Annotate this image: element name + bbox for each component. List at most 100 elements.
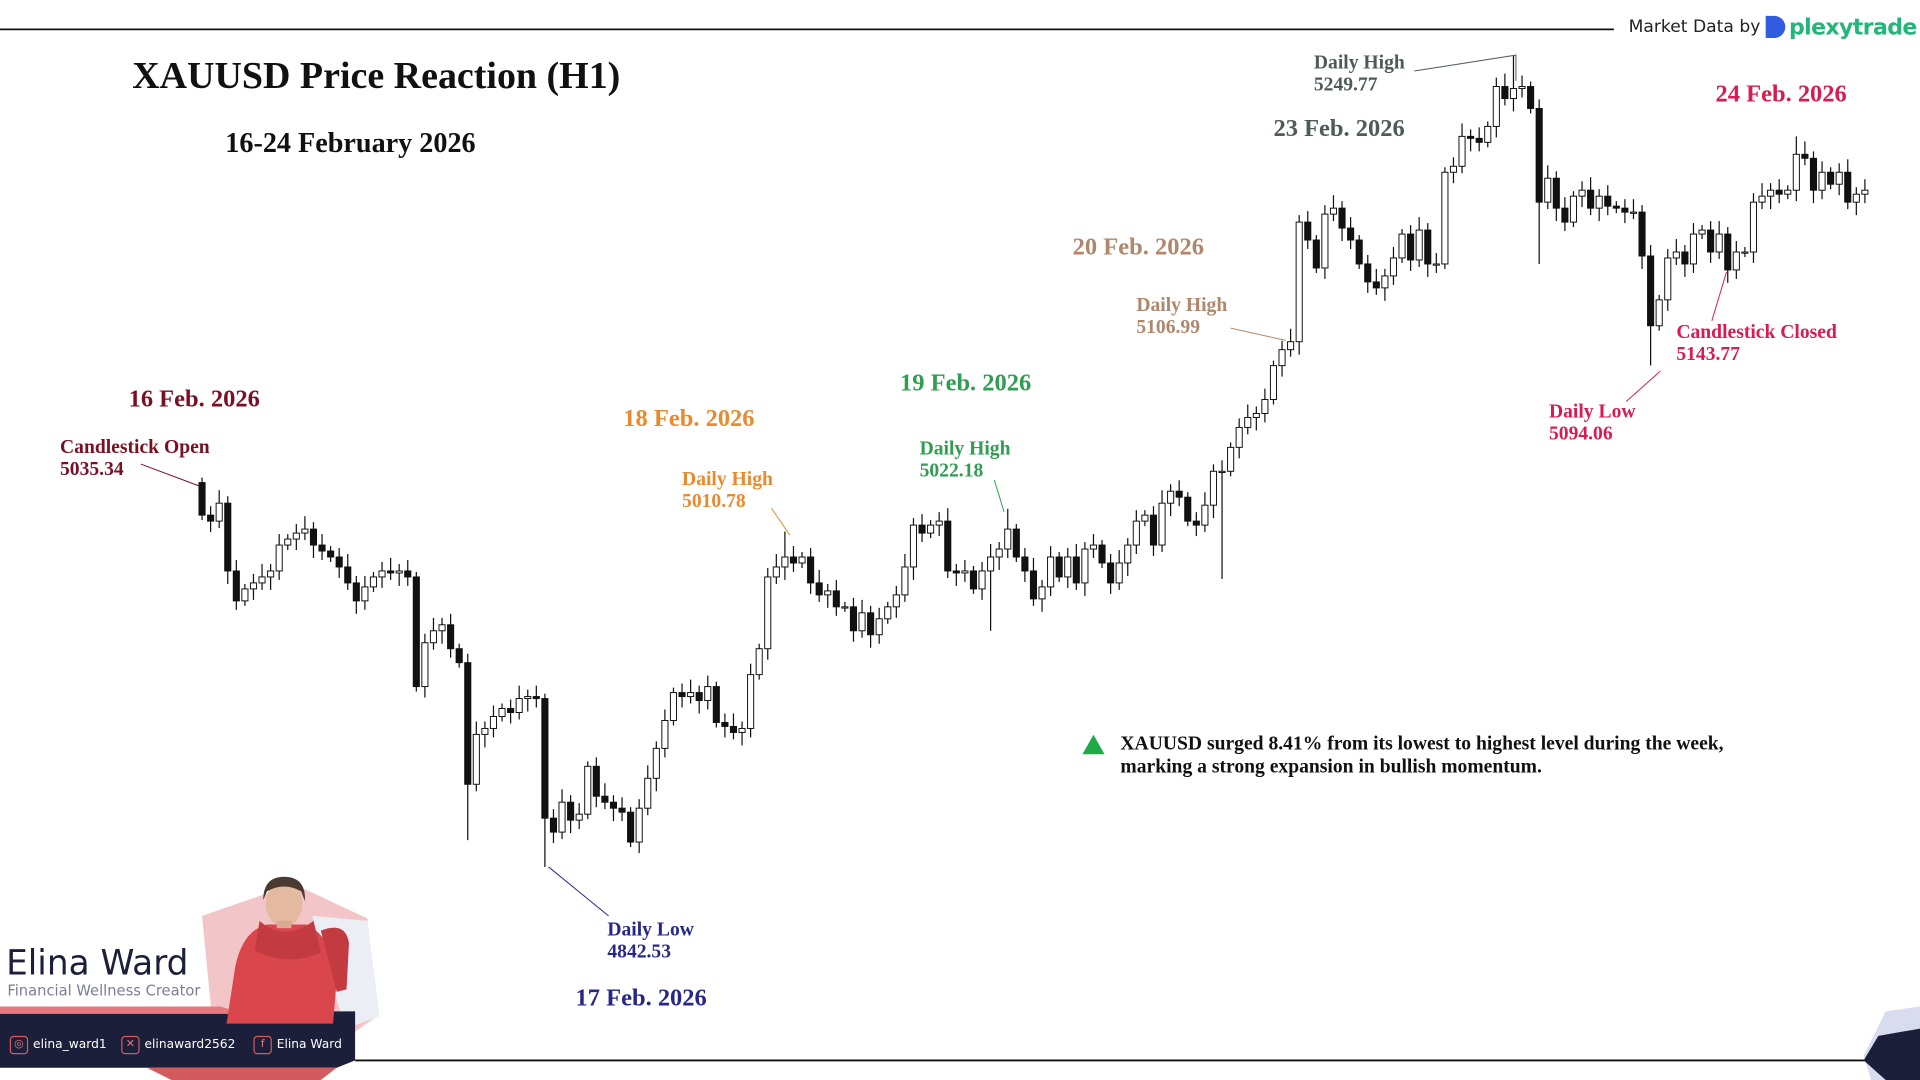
candle-bullish	[524, 696, 532, 700]
candle-bullish	[669, 692, 678, 721]
candle-bullish	[892, 594, 900, 608]
candle-bearish	[1175, 490, 1183, 498]
candle-bullish	[584, 765, 592, 815]
candle-bullish	[1252, 412, 1260, 418]
candle-bearish	[327, 550, 335, 558]
candles-group	[198, 55, 1869, 867]
candle-bullish	[909, 524, 918, 568]
candle-bullish	[1038, 586, 1046, 600]
candle-bullish	[481, 727, 489, 735]
candle-bullish	[824, 590, 832, 596]
annotation-low17: Daily Low 4842.53	[607, 919, 694, 963]
candle-bullish	[1261, 399, 1269, 414]
candle-bearish	[541, 698, 549, 819]
candle-bearish	[1621, 207, 1629, 213]
corner-decoration-dark	[1863, 1028, 1920, 1080]
candle-bullish	[1081, 548, 1089, 584]
candle-bullish	[1749, 201, 1758, 253]
candle-bullish	[378, 570, 386, 578]
candle-bullish	[1509, 88, 1518, 99]
candle-bullish	[1167, 490, 1175, 504]
candle-bullish	[1278, 349, 1286, 367]
candle-bullish	[1672, 251, 1680, 259]
candle-bullish	[1689, 233, 1698, 265]
candle-bullish	[661, 719, 669, 749]
candle-bullish	[249, 582, 258, 590]
candle-bullish	[1287, 341, 1295, 351]
candle-bullish	[1741, 251, 1749, 254]
candle-bearish	[1681, 251, 1689, 265]
annotation-close24: Candlestick Closed 5143.77	[1676, 322, 1837, 365]
candle-bullish	[1089, 544, 1098, 550]
day-label-feb16: 16 Feb. 2026	[128, 385, 260, 413]
candle-bullish	[1329, 207, 1338, 215]
day-label-feb19: 19 Feb. 2026	[900, 369, 1032, 397]
creator-name: Elina Ward	[6, 942, 189, 984]
candle-bearish	[1535, 107, 1543, 203]
candle-bullish	[704, 686, 712, 702]
candle-bullish	[215, 502, 223, 522]
candle-bullish	[961, 570, 969, 574]
candle-bullish	[858, 612, 866, 632]
candle-bearish	[618, 807, 626, 813]
candle-bearish	[1072, 556, 1080, 584]
candle-bullish	[1758, 195, 1766, 203]
candle-bullish	[935, 520, 943, 526]
candle-bullish	[1544, 177, 1552, 203]
candle-bullish	[1792, 153, 1800, 191]
candle-bullish	[1629, 211, 1638, 214]
candle-bullish	[987, 556, 995, 572]
candle-bullish	[429, 630, 438, 644]
instagram-link[interactable]: ◎ elina_ward1	[9, 1035, 107, 1055]
chart-title: XAUUSD Price Reaction (H1)	[132, 53, 621, 97]
annotation-high19: Daily High 5022.18	[919, 438, 1011, 482]
candle-bullish	[275, 544, 283, 572]
candle-bullish	[1715, 233, 1723, 253]
candle-bearish	[1184, 496, 1192, 522]
candle-bullish	[1321, 213, 1329, 269]
candle-bearish	[1775, 189, 1783, 195]
candle-bullish	[1518, 86, 1526, 90]
candle-bearish	[1372, 281, 1380, 289]
plexytrade-logo-icon	[1765, 15, 1786, 38]
candle-bullish	[927, 524, 935, 534]
candle-bearish	[387, 570, 395, 574]
candle-bullish	[472, 733, 480, 785]
leader-close24	[1711, 271, 1728, 321]
social-bar-accent-bottom	[146, 1067, 337, 1080]
candle-bearish	[807, 556, 815, 584]
candle-bullish	[1158, 502, 1166, 546]
candle-bullish	[438, 624, 446, 632]
candle-bullish	[1458, 135, 1466, 167]
candle-bullish	[1767, 189, 1775, 197]
facebook-link[interactable]: f Elina Ward	[253, 1035, 342, 1055]
candle-bullish	[489, 715, 498, 729]
candle-bearish	[1029, 570, 1038, 600]
candle-bearish	[404, 570, 412, 578]
candle-bearish	[232, 570, 240, 602]
candle-bullish	[1218, 470, 1226, 474]
candle-bullish	[772, 566, 780, 578]
candle-bullish	[1835, 171, 1843, 185]
candle-bullish	[1141, 514, 1149, 522]
candle-bullish	[1269, 365, 1278, 401]
day-label-feb24: 24 Feb. 2026	[1715, 80, 1847, 108]
candle-bullish	[301, 528, 309, 534]
candle-bullish	[369, 576, 378, 588]
candle-bearish	[198, 482, 206, 516]
candle-bullish	[1064, 556, 1072, 578]
candle-bullish	[1441, 171, 1449, 265]
creator-role: Financial Wellness Creator	[7, 982, 201, 1000]
x-link[interactable]: ✕ elinaward2562	[121, 1035, 235, 1055]
plexytrade-logo: plexytrade	[1765, 15, 1917, 40]
up-triangle-icon	[1082, 734, 1105, 755]
x-icon: ✕	[121, 1035, 140, 1055]
annotation-high18: Daily High 5010.78	[682, 468, 773, 512]
summary-note: XAUUSD surged 8.41% from its lowest to h…	[1082, 732, 1724, 779]
candle-bearish	[918, 524, 926, 534]
candle-bullish	[1449, 165, 1458, 173]
candle-bearish	[1021, 556, 1029, 572]
candle-bearish	[1364, 263, 1372, 283]
leader-low24	[1625, 370, 1661, 402]
candle-bullish	[995, 548, 1003, 558]
